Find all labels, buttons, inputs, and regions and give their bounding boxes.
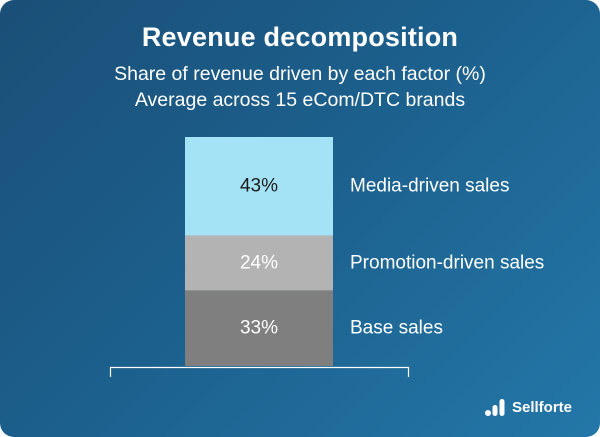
- legend-label-promotion-driven-sales: Promotion-driven sales: [350, 252, 544, 273]
- bar-segment-base-sales: [185, 290, 333, 366]
- legend-label-base-sales: Base sales: [350, 318, 443, 339]
- brand-name: Sellforte: [512, 398, 573, 416]
- bar-logo-icon: [485, 399, 505, 416]
- data-label-media-driven-sales: 43%: [240, 176, 278, 197]
- legend-label-media-driven-sales: Media-driven sales: [350, 176, 509, 197]
- brand-logo: Sellforte: [484, 397, 572, 417]
- bar-segment-media-driven-sales: [185, 137, 333, 236]
- chart-subtitle-line-2: Average across 15 eCom/DTC brands: [134, 89, 466, 111]
- chart-title: Revenue decomposition: [141, 22, 459, 52]
- data-label-base-sales: 33%: [240, 318, 278, 339]
- chart-subtitle-line-1: Share of revenue driven by each factor (…: [114, 63, 486, 85]
- bar-segment-promotion-driven-sales: [185, 235, 333, 291]
- data-label-promotion-driven-sales: 24%: [240, 252, 278, 273]
- x-axis-bracket: [109, 366, 410, 377]
